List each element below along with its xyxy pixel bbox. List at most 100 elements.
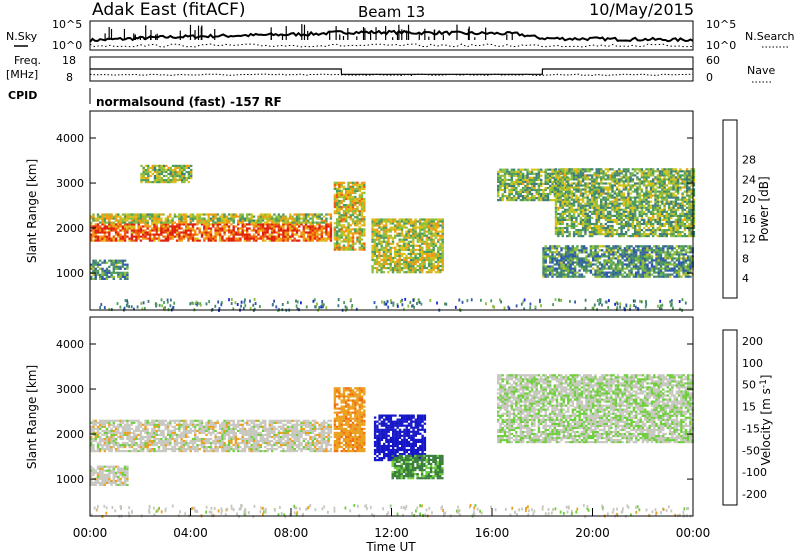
echo-cell <box>665 194 668 197</box>
echo-cell <box>627 192 630 195</box>
echo-cell <box>591 178 594 181</box>
echo-cell <box>273 239 276 242</box>
echo-cell <box>585 259 588 262</box>
echo-cell <box>554 196 558 199</box>
echo-cell <box>291 233 294 236</box>
echo-cell <box>178 215 181 218</box>
echo-cell <box>499 186 502 190</box>
echo-cell <box>371 232 374 235</box>
echo-cell <box>430 250 433 253</box>
echo-cell <box>250 229 253 232</box>
echo-cell <box>137 233 140 236</box>
echo-cell <box>232 225 235 228</box>
echo-cell <box>380 228 383 231</box>
echo-cell <box>164 237 167 240</box>
echo-cell <box>342 185 346 188</box>
echo-cell <box>338 228 341 231</box>
echo-cell <box>123 217 127 220</box>
echo-cell <box>378 269 381 272</box>
echo-cell <box>293 229 296 232</box>
echo-cell <box>142 170 145 174</box>
echo-cell <box>291 235 294 238</box>
echo-cell <box>329 217 333 220</box>
echo-cell <box>333 238 337 241</box>
echo-cell <box>101 273 104 276</box>
echo-cell <box>99 235 102 238</box>
echo-cell <box>182 219 186 222</box>
echo-cell <box>601 273 604 276</box>
echo-cell <box>347 193 350 196</box>
echo-cell <box>295 217 299 220</box>
echo-cell <box>333 244 337 247</box>
echo-cell <box>430 260 433 264</box>
echo-cell <box>692 210 696 213</box>
echo-cell <box>316 217 319 220</box>
echo-cell <box>551 180 554 183</box>
echo-cell <box>613 206 616 209</box>
echo-cell <box>128 221 131 224</box>
echo-cell <box>151 213 154 216</box>
echo-cell <box>405 254 408 257</box>
echo-cell <box>189 215 192 218</box>
echo-cell <box>146 219 149 222</box>
echo-cell <box>566 198 569 201</box>
echo-cell <box>598 275 602 278</box>
echo-cell <box>508 192 511 196</box>
echo-cell <box>439 265 442 268</box>
echo-cell <box>425 234 429 237</box>
echo-cell <box>606 190 610 193</box>
echo-cell <box>345 236 348 239</box>
echo-cell <box>441 252 444 255</box>
echo-cell <box>551 170 554 173</box>
echo-cell <box>676 196 680 199</box>
echo-cell <box>110 275 113 278</box>
echo-cell <box>289 217 292 220</box>
echo-cell <box>553 247 556 250</box>
echo-cell <box>421 248 424 251</box>
echo-cell <box>658 222 662 226</box>
echo-cell <box>309 233 312 236</box>
echo-cell <box>602 224 605 228</box>
echo-cell <box>430 254 433 257</box>
echo-cell <box>345 208 348 211</box>
echo-cell <box>570 190 573 193</box>
echo-cell <box>221 239 224 242</box>
echo-cell <box>101 237 104 240</box>
echo-cell <box>268 213 271 216</box>
echo-cell <box>203 219 206 222</box>
echo-cell <box>360 228 364 231</box>
echo-cell <box>638 235 641 238</box>
echo-cell <box>517 176 520 179</box>
echo-cell <box>400 240 404 243</box>
echo-cell <box>333 210 337 213</box>
echo-cell <box>611 168 614 171</box>
echo-cell <box>412 263 415 266</box>
echo-cell <box>620 196 623 199</box>
echo-cell <box>356 220 359 223</box>
echo-cell <box>591 210 594 213</box>
echo-cell <box>606 168 610 171</box>
echo-cell <box>672 202 675 205</box>
echo-cell <box>286 229 290 232</box>
echo-cell <box>414 234 417 237</box>
echo-cell <box>119 259 122 262</box>
echo-cell <box>441 236 444 239</box>
echo-cell <box>597 229 601 232</box>
echo-cell <box>510 170 513 173</box>
echo-cell <box>652 216 655 219</box>
echo-cell <box>351 220 355 223</box>
echo-cell <box>137 229 140 232</box>
echo-cell <box>554 176 558 179</box>
echo-cell <box>602 172 605 175</box>
echo-cell <box>354 195 357 199</box>
echo-cell <box>560 265 563 268</box>
echo-cell <box>593 222 596 226</box>
echo-cell <box>147 181 150 184</box>
echo-cell <box>437 226 440 229</box>
echo-cell <box>293 239 296 242</box>
echo-cell <box>572 200 576 203</box>
echo-cell <box>382 246 386 249</box>
echo-cell <box>600 208 603 211</box>
echo-cell <box>439 246 442 249</box>
echo-cell <box>553 259 556 262</box>
